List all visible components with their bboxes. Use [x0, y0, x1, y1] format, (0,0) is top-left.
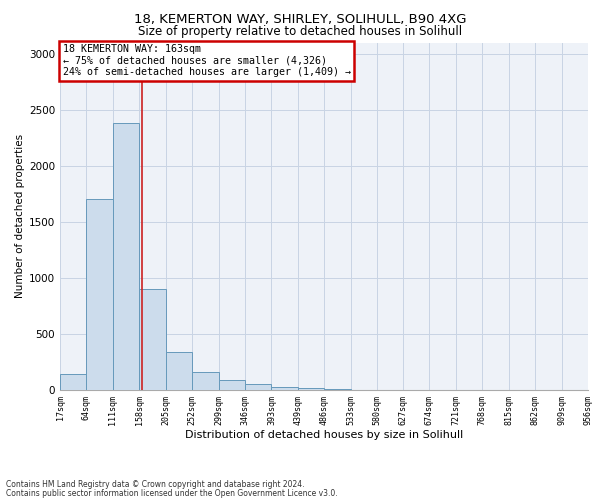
- Text: Contains public sector information licensed under the Open Government Licence v3: Contains public sector information licen…: [6, 488, 338, 498]
- Bar: [271, 386, 298, 390]
- Bar: [166, 352, 192, 390]
- X-axis label: Distribution of detached houses by size in Solihull: Distribution of detached houses by size …: [185, 430, 463, 440]
- Text: Size of property relative to detached houses in Solihull: Size of property relative to detached ho…: [138, 25, 462, 38]
- Bar: [86, 200, 113, 390]
- Y-axis label: Number of detached properties: Number of detached properties: [15, 134, 25, 298]
- Bar: [192, 372, 218, 390]
- Text: 18, KEMERTON WAY, SHIRLEY, SOLIHULL, B90 4XG: 18, KEMERTON WAY, SHIRLEY, SOLIHULL, B90…: [134, 12, 466, 26]
- Bar: [60, 374, 86, 390]
- Bar: [298, 388, 324, 390]
- Bar: [113, 123, 139, 390]
- Bar: [139, 289, 166, 390]
- Text: Contains HM Land Registry data © Crown copyright and database right 2024.: Contains HM Land Registry data © Crown c…: [6, 480, 305, 489]
- Text: 18 KEMERTON WAY: 163sqm
← 75% of detached houses are smaller (4,326)
24% of semi: 18 KEMERTON WAY: 163sqm ← 75% of detache…: [62, 44, 350, 78]
- Bar: [245, 384, 271, 390]
- Bar: [218, 380, 245, 390]
